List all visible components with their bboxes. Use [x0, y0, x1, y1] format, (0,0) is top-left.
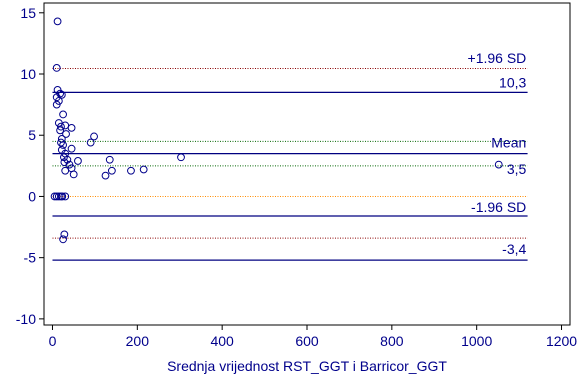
data-point: [60, 158, 69, 167]
y-tick-label: -10: [16, 311, 36, 327]
data-point: [52, 63, 61, 72]
annotation-label: +1.96 SD: [468, 50, 527, 66]
x-tick-label: 800: [380, 333, 404, 349]
x-tick-label: 600: [295, 333, 319, 349]
data-point: [67, 144, 76, 153]
data-point: [105, 155, 114, 164]
data-point: [61, 192, 70, 201]
data-point: [52, 100, 61, 109]
annotation-label: -3,4: [502, 241, 526, 257]
data-point: [58, 192, 67, 201]
y-tick-label: 10: [20, 66, 36, 82]
x-tick-label: 200: [126, 333, 150, 349]
data-point: [86, 138, 95, 147]
data-point: [61, 166, 70, 175]
x-tick-label: 400: [210, 333, 234, 349]
x-axis-title: Srednja vrijednost RST_GGT i Barricor_GG…: [167, 358, 447, 374]
data-point: [101, 171, 110, 180]
data-point: [59, 110, 67, 119]
data-point: [127, 166, 135, 175]
annotation-label: 10,3: [499, 75, 526, 91]
annotations: +1.96 SD 10,3 Mean 3,5 -1.96 SD -3,4: [468, 50, 527, 257]
data-point: [59, 141, 67, 149]
data-point: [74, 157, 82, 165]
data-point: [57, 90, 66, 99]
data-point: [107, 166, 116, 175]
data-point: [67, 123, 76, 132]
data-point: [56, 126, 65, 135]
data-point: [62, 130, 70, 138]
data-point: [60, 230, 69, 239]
data-point: [59, 235, 67, 244]
y-axis-ticks: -10 -5 0 5 10 15: [16, 5, 44, 327]
data-point: [139, 165, 148, 174]
annotation-label: -1.96 SD: [471, 199, 526, 215]
y-tick-label: 15: [20, 5, 36, 21]
reference-lines: [52, 68, 528, 261]
annotation-label: 3,5: [507, 161, 527, 177]
data-point: [52, 192, 61, 201]
data-point: [53, 17, 62, 26]
data-point: [57, 122, 65, 131]
data-point: [57, 138, 65, 147]
annotation-label: Mean: [491, 135, 526, 151]
data-point: [69, 170, 78, 179]
y-tick-label: 0: [28, 188, 36, 204]
data-points: [50, 17, 503, 244]
x-axis-ticks: 0 200 400 600 800 1000 1200: [49, 325, 577, 349]
y-tick-label: -5: [24, 250, 37, 266]
x-tick-label: 1000: [461, 333, 492, 349]
x-tick-label: 0: [49, 333, 57, 349]
data-point: [494, 160, 503, 169]
data-point: [90, 132, 98, 141]
y-tick-label: 5: [28, 127, 36, 143]
data-point: [177, 153, 185, 162]
x-tick-label: 1200: [546, 333, 577, 349]
